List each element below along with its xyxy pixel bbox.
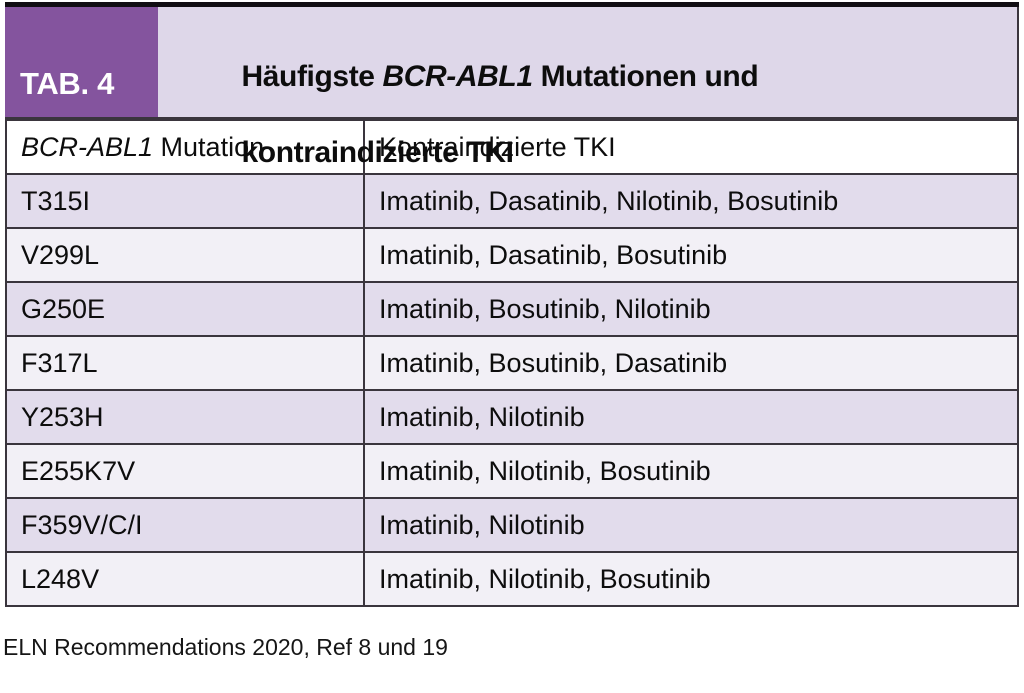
table-row: L248V Imatinib, Nilotinib, Bosutinib bbox=[5, 551, 1019, 607]
header-gene-name: BCR-ABL1 bbox=[21, 131, 154, 162]
mutation-cell: L248V bbox=[5, 551, 365, 607]
source-citation: ELN Recommendations 2020, Ref 8 und 19 bbox=[3, 634, 448, 660]
mutation-cell: Y253H bbox=[5, 389, 365, 445]
table-header-row: BCR-ABL1 Mutation Kontraindizierte TKI bbox=[5, 119, 1019, 175]
title-line1-suffix: Mutationen und bbox=[532, 60, 759, 93]
table-number-label: TAB. 4 bbox=[20, 66, 115, 101]
table-row: G250E Imatinib, Bosutinib, Nilotinib bbox=[5, 281, 1019, 337]
mutation-cell: V299L bbox=[5, 227, 365, 283]
figure-title: Häufigste BCR-ABL1 Mutationen und kontra… bbox=[158, 7, 1019, 169]
top-rule bbox=[5, 2, 1019, 7]
table-row: F317L Imatinib, Bosutinib, Dasatinib bbox=[5, 335, 1019, 391]
tki-cell: Imatinib, Nilotinib bbox=[363, 497, 1019, 553]
title-gene-name: BCR-ABL1 bbox=[382, 60, 534, 93]
header-mutation-label: Mutation bbox=[153, 131, 265, 162]
tki-cell: Imatinib, Bosutinib, Nilotinib bbox=[363, 281, 1019, 337]
mutation-cell: G250E bbox=[5, 281, 365, 337]
header-cell-tki: Kontraindizierte TKI bbox=[363, 119, 1019, 175]
header-cell-mutation: BCR-ABL1 Mutation bbox=[5, 119, 365, 175]
mutation-cell: F317L bbox=[5, 335, 365, 391]
table-figure: TAB. 4 Häufigste BCR-ABL1 Mutationen und… bbox=[5, 2, 1019, 607]
tki-cell: Imatinib, Nilotinib, Bosutinib bbox=[363, 443, 1019, 499]
tki-cell: Imatinib, Nilotinib, Bosutinib bbox=[363, 551, 1019, 607]
mutation-table: BCR-ABL1 Mutation Kontraindizierte TKI T… bbox=[5, 119, 1019, 607]
table-row: T315I Imatinib, Dasatinib, Nilotinib, Bo… bbox=[5, 173, 1019, 229]
figure-header: TAB. 4 Häufigste BCR-ABL1 Mutationen und… bbox=[5, 7, 1019, 169]
table-row: F359V/C/I Imatinib, Nilotinib bbox=[5, 497, 1019, 553]
tki-cell: Imatinib, Dasatinib, Nilotinib, Bosutini… bbox=[363, 173, 1019, 229]
title-line1-prefix: Häufigste bbox=[241, 60, 383, 93]
mutation-cell: E255K7V bbox=[5, 443, 365, 499]
table-number-badge: TAB. 4 bbox=[5, 7, 158, 117]
tki-cell: Imatinib, Dasatinib, Bosutinib bbox=[363, 227, 1019, 283]
tki-cell: Imatinib, Bosutinib, Dasatinib bbox=[363, 335, 1019, 391]
table-row: V299L Imatinib, Dasatinib, Bosutinib bbox=[5, 227, 1019, 283]
table-row: Y253H Imatinib, Nilotinib bbox=[5, 389, 1019, 445]
mutation-cell: T315I bbox=[5, 173, 365, 229]
tki-cell: Imatinib, Nilotinib bbox=[363, 389, 1019, 445]
mutation-cell: F359V/C/I bbox=[5, 497, 365, 553]
table-row: E255K7V Imatinib, Nilotinib, Bosutinib bbox=[5, 443, 1019, 499]
